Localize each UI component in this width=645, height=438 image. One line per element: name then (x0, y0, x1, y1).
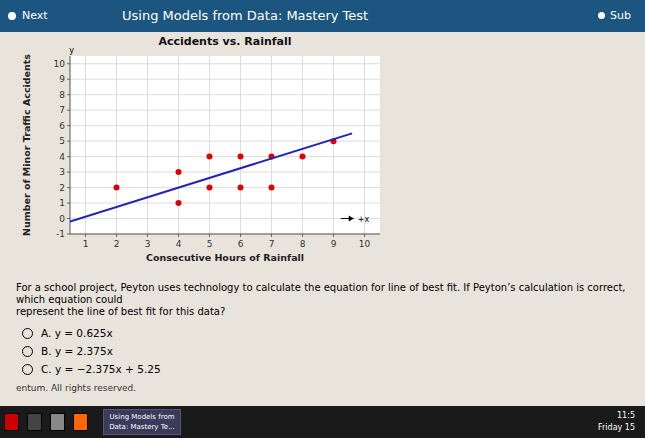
grid-line (271, 56, 272, 234)
scatter-point (176, 200, 182, 206)
scatter-point (269, 185, 275, 191)
tick-label: 3 (145, 239, 151, 249)
taskbar: Using Models fromData: Mastery Te... 11:5… (0, 406, 645, 438)
annotations: +x y (69, 46, 369, 224)
grid-line (70, 218, 380, 219)
taskbar-icon[interactable] (50, 413, 65, 431)
tick-label: -1 (56, 229, 65, 239)
grid-line (70, 63, 380, 64)
option[interactable]: A. y = 0.625x (16, 324, 628, 342)
question-text: For a school project, Peyton uses techno… (16, 282, 628, 306)
header-bar: Next Using Models from Data: Mastery Test… (0, 0, 645, 32)
grid-line (70, 234, 380, 235)
grid-line (364, 56, 365, 234)
scatter-point (238, 185, 244, 191)
tick-label: 1 (83, 239, 89, 249)
nav-right[interactable]: Sub (610, 9, 631, 22)
data (70, 133, 352, 221)
grid-line (70, 203, 380, 204)
grid (70, 56, 380, 234)
taskbar-text: Using Models from (104, 412, 180, 422)
tick-label: 10 (359, 239, 371, 249)
tick-label: 6 (238, 239, 244, 249)
taskbar-date: Friday 15 (598, 422, 635, 434)
nav-icon (8, 12, 16, 20)
nav-left[interactable]: Next (22, 9, 48, 22)
grid-line (333, 56, 334, 234)
tick-label: 7 (269, 239, 275, 249)
footer: entum. All rights reserved. (16, 382, 628, 394)
tick-label: 4 (59, 152, 65, 162)
annotation: +x (358, 215, 370, 224)
taskbar-app[interactable]: Using Models fromData: Mastery Te... (103, 409, 181, 435)
grid-line (147, 56, 148, 234)
nav-icon (598, 12, 605, 19)
grid-line (70, 79, 380, 80)
tick-label: 1 (59, 198, 65, 208)
radio-button[interactable] (22, 364, 33, 375)
chart: 1 2 3 4 5 6 7 8 9 10 -1 0 1 2 3 4 5 6 7 8 9 10 +x y Accidents vs… (0, 32, 645, 282)
tick-label: 3 (59, 167, 65, 177)
option[interactable]: B. y = 2.375x (16, 342, 628, 360)
x-axis (70, 234, 380, 235)
tick-label: 8 (300, 239, 306, 249)
chart-title: Accidents vs. Rainfall (158, 35, 291, 48)
option-text: C. y = −2.375x + 5.25 (41, 360, 161, 378)
grid-line (70, 110, 380, 111)
tick-label: 5 (59, 136, 65, 146)
annotation: y (69, 46, 74, 55)
tick-label: 9 (331, 239, 337, 249)
taskbar-icon[interactable] (73, 413, 88, 431)
tick-label: 7 (59, 105, 65, 115)
tick-label: 4 (176, 239, 182, 249)
tick-label: 2 (114, 239, 120, 249)
y-axis (70, 56, 71, 234)
tick-label: 10 (54, 59, 66, 69)
grid-line (70, 94, 380, 95)
radio-button[interactable] (22, 328, 33, 339)
spacer (16, 318, 628, 324)
scatter-point (300, 154, 306, 160)
grid-line (85, 56, 86, 234)
radio-button[interactable] (22, 346, 33, 357)
tick-label: 9 (59, 74, 65, 84)
tick-label: 6 (59, 121, 65, 131)
plot-area (70, 56, 380, 234)
question-text: represent the line of best fit for this … (16, 306, 628, 318)
axes: 1 2 3 4 5 6 7 8 9 10 -1 0 1 2 3 4 5 6 7 8 9 10 (54, 56, 380, 249)
annotation-arrowhead (349, 216, 354, 222)
tick-label: 0 (59, 214, 65, 224)
option-text: B. y = 2.375x (41, 342, 113, 360)
tick-label: 8 (59, 90, 65, 100)
taskbar-text: Data: Mastery Te... (104, 422, 180, 432)
tick-label: 2 (59, 183, 65, 193)
grid-line (240, 56, 241, 234)
grid-line (302, 56, 303, 234)
fit-line (70, 133, 352, 221)
grid-line (70, 156, 380, 157)
tick-label: 5 (207, 239, 213, 249)
option[interactable]: C. y = −2.375x + 5.25 (16, 360, 628, 378)
taskbar-icon[interactable] (27, 413, 42, 431)
y-axis-label: Number of Minor Traffic Accidents (21, 54, 32, 236)
scatter-point (207, 185, 213, 191)
taskbar-clock: 11:5Friday 15 (598, 410, 635, 434)
grid-line (178, 56, 179, 234)
question-area: For a school project, Peyton uses techno… (16, 282, 628, 394)
header-title: Using Models from Data: Mastery Test (122, 8, 368, 23)
x-axis-label: Consecutive Hours of Rainfall (146, 252, 304, 263)
option-text: A. y = 0.625x (41, 324, 113, 342)
scatter-point (176, 169, 182, 175)
scatter-point (207, 154, 213, 160)
taskbar-time: 11:5 (598, 410, 635, 422)
scatter-point (238, 154, 244, 160)
grid-line (70, 125, 380, 126)
scatter-point (114, 185, 120, 191)
grid-line (209, 56, 210, 234)
taskbar-icon[interactable] (4, 413, 19, 431)
